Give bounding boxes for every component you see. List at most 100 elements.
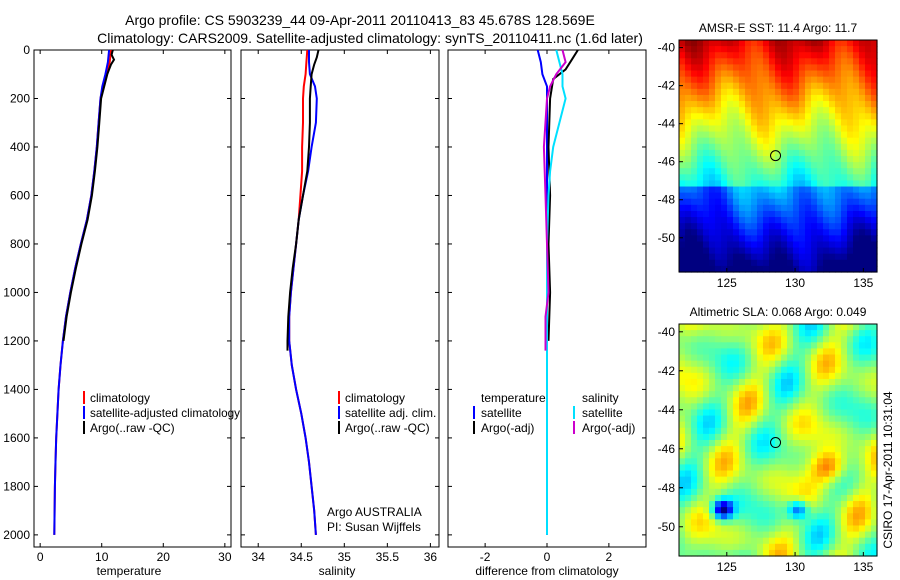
altimetric-sla-cell: [871, 330, 878, 337]
altimetric-sla-cell: [853, 348, 860, 356]
amsr-sst-cell: [841, 82, 848, 90]
altimetric-sla-cell: [871, 543, 878, 551]
amsr-sst-cell: [847, 217, 854, 224]
amsr-sst-cell: [691, 168, 698, 175]
amsr-sst-cell: [787, 107, 794, 114]
amsr-sst-cell: [853, 229, 860, 236]
altimetric-sla-cell: [847, 378, 854, 386]
amsr-sst-cell: [709, 162, 716, 169]
altimetric-sla-cell: [679, 488, 686, 496]
altimetric-sla-cell: [841, 391, 848, 398]
amsr-sst-cell: [781, 101, 788, 108]
amsr-sst-cell: [853, 192, 860, 200]
amsr-sst-cell: [763, 217, 770, 224]
amsr-sst-cell: [745, 162, 752, 169]
altimetric-sla-cell: [799, 464, 806, 472]
amsr-sst-cell: [841, 217, 848, 224]
altimetric-sla-cell: [763, 336, 770, 343]
altimetric-sla-cell: [763, 403, 770, 411]
altimetric-sla-cell: [721, 354, 728, 362]
amsr-sst-cell: [751, 52, 758, 59]
amsr-sst-cell: [871, 259, 878, 267]
amsr-sst-cell: [841, 235, 848, 243]
amsr-sst-cell: [835, 70, 842, 78]
amsr-sst-cell: [697, 113, 704, 120]
amsr-sst-cell: [823, 180, 830, 188]
altimetric-sla-cell: [691, 494, 698, 502]
altimetric-sla-cell: [751, 519, 758, 527]
amsr-sst-cell: [745, 70, 752, 78]
amsr-sst-cell: [859, 131, 866, 139]
amsr-sst-cell: [817, 88, 824, 96]
altimetric-sla-cell: [769, 348, 776, 356]
altimetric-sla-cell: [757, 330, 764, 337]
amsr-sst-cell: [691, 46, 698, 53]
altimetric-sla-cell: [799, 391, 806, 398]
altimetric-sla-cell: [709, 501, 716, 508]
salinity-legend: climatology satellite adj. clim. Argo(..…: [338, 391, 436, 435]
altimetric-sla-cell: [751, 324, 758, 331]
amsr-sst-cell: [751, 247, 758, 255]
altimetric-sla-cell: [709, 421, 716, 429]
altimetric-sla-cell: [793, 482, 800, 490]
altimetric-sla-cell: [739, 360, 746, 368]
altimetric-sla-cell: [745, 372, 752, 380]
altimetric-sla-cell: [739, 391, 746, 398]
amsr-sst-cell: [733, 40, 740, 47]
altimetric-sla-cell: [835, 385, 842, 392]
amsr-sst-cell: [805, 149, 812, 157]
amsr-sst-ytick-label: -48: [658, 193, 676, 207]
sla-heatmap: [679, 324, 878, 557]
amsr-sst-cell: [691, 192, 698, 200]
altimetric-sla-cell: [727, 348, 734, 356]
altimetric-sla-cell: [721, 391, 728, 398]
altimetric-sla-cell: [721, 348, 728, 356]
amsr-sst-cell: [805, 162, 812, 169]
altimetric-sla-cell: [853, 446, 860, 453]
altimetric-sla-cell: [727, 501, 734, 508]
amsr-sst-cell: [727, 113, 734, 120]
amsr-sst-cell: [847, 180, 854, 188]
altimetric-sla-cell: [865, 397, 872, 404]
altimetric-sla-cell: [859, 531, 866, 539]
amsr-sst-cell: [817, 94, 824, 102]
amsr-sst-cell: [793, 180, 800, 188]
amsr-sst-cell: [799, 40, 806, 47]
amsr-sst-cell: [865, 137, 872, 145]
altimetric-sla-cell: [685, 360, 692, 368]
amsr-sst-cell: [691, 58, 698, 66]
altimetric-sla-cell: [685, 385, 692, 392]
altimetric-sla-cell: [691, 403, 698, 411]
altimetric-sla-cell: [721, 507, 728, 514]
sst-argo-position-marker: [770, 150, 782, 162]
amsr-sst-cell: [781, 76, 788, 84]
amsr-sst-cell: [769, 52, 776, 59]
altimetric-sla-cell: [865, 348, 872, 356]
amsr-sst-cell: [865, 247, 872, 255]
altimetric-sla-cell: [817, 409, 824, 417]
amsr-sst-cell: [685, 94, 692, 102]
altimetric-sla-cell: [721, 543, 728, 551]
amsr-sst-cell: [697, 82, 704, 90]
amsr-sst-cell: [715, 107, 722, 114]
amsr-sst-cell: [853, 186, 860, 194]
amsr-sst-cell: [703, 94, 710, 102]
altimetric-sla-cell: [871, 531, 878, 539]
altimetric-sla-cell: [691, 452, 698, 459]
temperature-xtick-label: 0: [37, 550, 44, 564]
amsr-sst-cell: [691, 76, 698, 84]
amsr-sst-cell: [841, 131, 848, 139]
amsr-sst-cell: [811, 223, 818, 230]
altimetric-sla-cell: [727, 440, 734, 447]
altimetric-sla-cell: [787, 427, 794, 435]
altimetric-sla-cell: [805, 354, 812, 362]
altimetric-sla-cell: [853, 507, 860, 514]
altimetric-sla-cell: [787, 440, 794, 447]
altimetric-sla-cell: [685, 464, 692, 472]
amsr-sst-cell: [703, 82, 710, 90]
amsr-sst-cell: [805, 192, 812, 200]
altimetric-sla-cell: [751, 507, 758, 514]
amsr-sst-cell: [757, 162, 764, 169]
altimetric-sla-cell: [787, 409, 794, 417]
altimetric-sla-cell: [799, 458, 806, 466]
